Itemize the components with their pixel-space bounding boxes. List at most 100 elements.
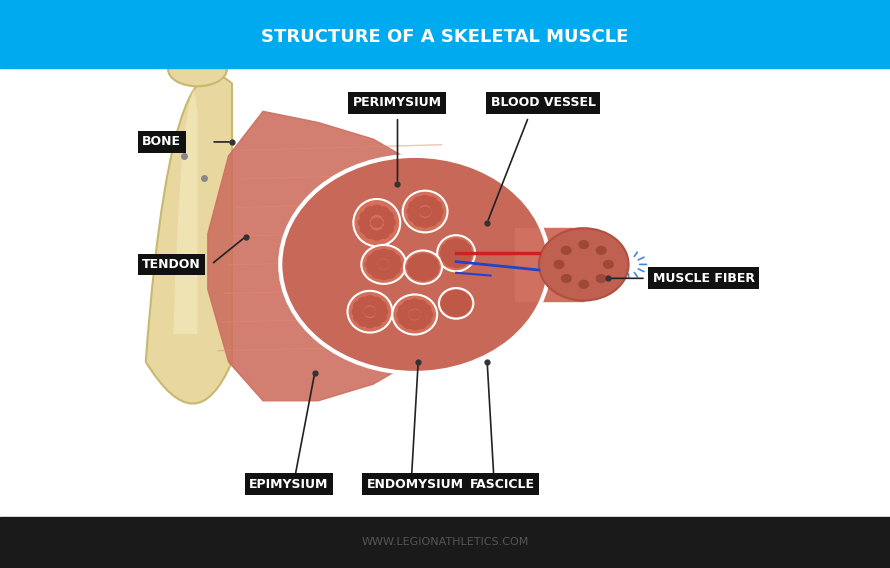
Circle shape xyxy=(364,307,376,316)
Circle shape xyxy=(450,307,462,316)
Circle shape xyxy=(456,291,466,300)
Text: PERIMYSIUM: PERIMYSIUM xyxy=(352,97,441,110)
Circle shape xyxy=(378,249,389,258)
Circle shape xyxy=(417,272,429,281)
Circle shape xyxy=(368,265,378,274)
Circle shape xyxy=(358,297,369,306)
Circle shape xyxy=(419,207,431,216)
Circle shape xyxy=(459,254,471,262)
Circle shape xyxy=(384,218,395,227)
Circle shape xyxy=(353,302,365,311)
Circle shape xyxy=(562,247,571,254)
Circle shape xyxy=(360,225,371,233)
Ellipse shape xyxy=(168,53,227,86)
Circle shape xyxy=(417,263,429,272)
Circle shape xyxy=(409,321,420,330)
Circle shape xyxy=(419,219,431,227)
Circle shape xyxy=(446,306,457,315)
Circle shape xyxy=(422,310,433,319)
Text: TENDON: TENDON xyxy=(142,258,201,271)
Circle shape xyxy=(603,261,613,268)
Text: WWW.LEGIONATHLETICS.COM: WWW.LEGIONATHLETICS.COM xyxy=(361,537,529,548)
Circle shape xyxy=(450,249,462,258)
Circle shape xyxy=(409,299,420,308)
Circle shape xyxy=(358,317,369,326)
Ellipse shape xyxy=(402,191,448,232)
Circle shape xyxy=(413,197,425,206)
Circle shape xyxy=(391,260,401,269)
Circle shape xyxy=(360,212,371,220)
Circle shape xyxy=(596,274,606,282)
Circle shape xyxy=(456,306,466,315)
Circle shape xyxy=(423,255,433,264)
Circle shape xyxy=(383,212,393,220)
Circle shape xyxy=(562,274,571,282)
Circle shape xyxy=(596,247,606,254)
Text: EPIMYSIUM: EPIMYSIUM xyxy=(249,478,328,491)
Circle shape xyxy=(409,310,420,319)
Circle shape xyxy=(456,257,467,266)
Circle shape xyxy=(450,239,462,248)
Circle shape xyxy=(413,217,425,226)
Circle shape xyxy=(368,254,378,264)
Circle shape xyxy=(409,213,420,222)
Circle shape xyxy=(399,304,409,314)
Circle shape xyxy=(419,195,431,204)
Circle shape xyxy=(432,207,443,216)
Circle shape xyxy=(441,244,453,253)
Circle shape xyxy=(460,299,471,308)
Text: ENDOMYSIUM: ENDOMYSIUM xyxy=(367,478,464,491)
Circle shape xyxy=(399,316,409,324)
Polygon shape xyxy=(515,228,584,300)
Circle shape xyxy=(578,241,588,248)
Circle shape xyxy=(365,229,376,239)
Circle shape xyxy=(445,240,457,249)
Circle shape xyxy=(371,205,383,214)
Circle shape xyxy=(359,218,369,227)
PathPatch shape xyxy=(146,75,232,403)
Text: STRUCTURE OF A SKELETAL MUSCLE: STRUCTURE OF A SKELETAL MUSCLE xyxy=(262,28,628,46)
Circle shape xyxy=(554,261,564,268)
Text: FASCICLE: FASCICLE xyxy=(470,478,535,491)
Circle shape xyxy=(459,303,470,312)
Circle shape xyxy=(409,201,420,210)
Circle shape xyxy=(384,250,395,260)
Text: BLOOD VESSEL: BLOOD VESSEL xyxy=(490,97,595,110)
Circle shape xyxy=(428,263,439,272)
Circle shape xyxy=(441,254,453,262)
Circle shape xyxy=(408,207,418,216)
Circle shape xyxy=(416,300,426,310)
Circle shape xyxy=(372,250,383,260)
Text: BONE: BONE xyxy=(142,135,182,148)
Circle shape xyxy=(442,303,453,312)
Circle shape xyxy=(442,295,453,304)
Circle shape xyxy=(375,302,386,311)
Circle shape xyxy=(407,263,418,272)
Circle shape xyxy=(353,313,365,322)
Text: MUSCLE FIBER: MUSCLE FIBER xyxy=(652,272,755,285)
Ellipse shape xyxy=(392,294,437,335)
Circle shape xyxy=(371,231,383,240)
Ellipse shape xyxy=(439,288,473,319)
Circle shape xyxy=(441,299,452,308)
Circle shape xyxy=(383,225,393,233)
Circle shape xyxy=(366,260,376,269)
Circle shape xyxy=(378,260,389,269)
Circle shape xyxy=(389,254,400,264)
Circle shape xyxy=(409,268,419,276)
Circle shape xyxy=(456,240,467,249)
Circle shape xyxy=(377,229,389,239)
Circle shape xyxy=(375,313,386,322)
Circle shape xyxy=(459,295,470,304)
Circle shape xyxy=(420,304,431,314)
Circle shape xyxy=(461,249,472,258)
Circle shape xyxy=(416,320,426,328)
Circle shape xyxy=(370,317,382,326)
Circle shape xyxy=(364,319,376,328)
Circle shape xyxy=(450,259,462,268)
Circle shape xyxy=(425,197,437,206)
Circle shape xyxy=(403,320,414,328)
Circle shape xyxy=(352,307,363,316)
Circle shape xyxy=(364,296,376,304)
Circle shape xyxy=(430,213,441,222)
